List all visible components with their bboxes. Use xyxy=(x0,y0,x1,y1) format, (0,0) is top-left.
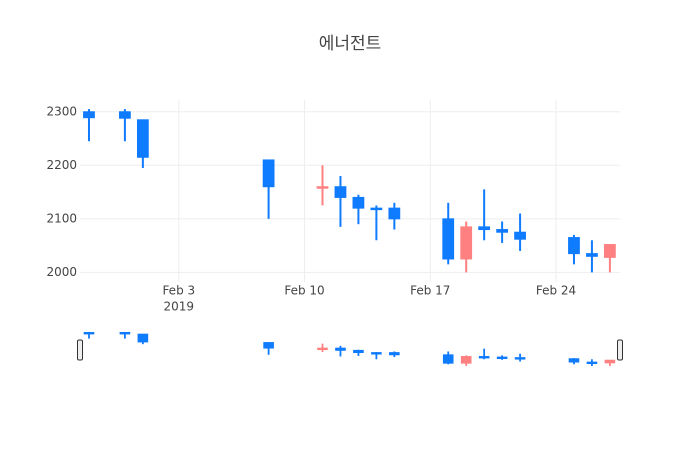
candle-body xyxy=(136,119,149,158)
candle-body xyxy=(604,244,616,258)
x-tick-label: Feb 3 xyxy=(162,284,195,298)
range-handle[interactable] xyxy=(77,339,83,361)
candle-body xyxy=(460,226,473,260)
chart-title: 에너전트 xyxy=(319,34,382,54)
candle-body xyxy=(586,253,598,257)
x-tick-label: Feb 10 xyxy=(284,284,324,298)
candle-body xyxy=(514,357,526,360)
candle-body xyxy=(370,207,383,211)
range-handle[interactable] xyxy=(617,339,623,361)
candle-body xyxy=(478,226,491,231)
candle-body xyxy=(478,356,490,359)
candle-body xyxy=(83,111,95,119)
candle-body xyxy=(263,342,274,349)
candle-body xyxy=(137,333,149,343)
candle-body xyxy=(496,229,509,233)
candle-body xyxy=(334,186,347,198)
candle-body xyxy=(388,207,401,220)
x-tick-sublabel: 2019 xyxy=(164,300,195,314)
candle-body xyxy=(389,352,400,356)
candle-body xyxy=(442,218,455,260)
candle-body xyxy=(586,361,598,365)
candle-body xyxy=(514,231,526,240)
candle-body xyxy=(353,349,364,354)
candle-body xyxy=(335,347,346,351)
y-tick-label: 2300 xyxy=(46,104,77,118)
candle-body xyxy=(262,159,275,188)
y-tick-label: 2100 xyxy=(46,211,77,225)
x-tick-label: Feb 24 xyxy=(536,284,576,298)
candle-body xyxy=(496,356,508,359)
candle-body xyxy=(119,332,131,335)
candle-body xyxy=(460,356,472,364)
range-slider xyxy=(80,330,620,368)
candle-body xyxy=(568,358,580,363)
candle-body xyxy=(316,186,329,189)
candle-body xyxy=(317,347,328,351)
x-tick-label: Feb 17 xyxy=(410,284,450,298)
candle-body xyxy=(371,352,382,355)
candle-body xyxy=(604,359,616,364)
candle-body xyxy=(352,196,365,209)
y-tick-label: 2200 xyxy=(46,158,77,172)
candle-body xyxy=(119,111,131,119)
candle-body xyxy=(442,354,454,364)
candle-body xyxy=(568,237,580,255)
y-tick-label: 2000 xyxy=(46,265,77,279)
candle-body xyxy=(83,332,95,335)
